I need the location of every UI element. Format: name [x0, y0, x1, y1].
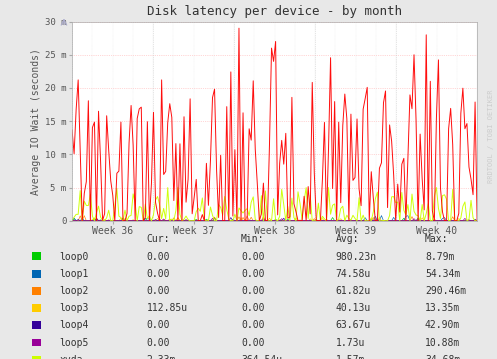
Text: 112.85u: 112.85u [147, 303, 188, 313]
Text: loop1: loop1 [60, 269, 89, 279]
Text: 980.23n: 980.23n [335, 252, 377, 262]
Text: 0.00: 0.00 [241, 338, 264, 348]
Text: 1.57m: 1.57m [335, 355, 365, 359]
Text: 0.00: 0.00 [147, 252, 170, 262]
Text: xvda: xvda [60, 355, 83, 359]
Text: 13.35m: 13.35m [425, 303, 460, 313]
Text: 2.33m: 2.33m [147, 355, 176, 359]
Text: 0.00: 0.00 [147, 269, 170, 279]
Text: 364.54u: 364.54u [241, 355, 282, 359]
Text: 1.73u: 1.73u [335, 338, 365, 348]
Text: 10.88m: 10.88m [425, 338, 460, 348]
Text: loop2: loop2 [60, 286, 89, 296]
Text: Cur:: Cur: [147, 234, 170, 244]
Text: 0.00: 0.00 [147, 321, 170, 331]
Text: 8.79m: 8.79m [425, 252, 454, 262]
Title: Disk latency per device - by month: Disk latency per device - by month [147, 5, 402, 18]
Text: Avg:: Avg: [335, 234, 359, 244]
Text: 0.00: 0.00 [241, 252, 264, 262]
Text: Min:: Min: [241, 234, 264, 244]
Text: 63.67u: 63.67u [335, 321, 371, 331]
Text: 34.68m: 34.68m [425, 355, 460, 359]
Text: 54.34m: 54.34m [425, 269, 460, 279]
Text: 74.58u: 74.58u [335, 269, 371, 279]
Text: loop5: loop5 [60, 338, 89, 348]
Text: 0.00: 0.00 [241, 269, 264, 279]
Text: 42.90m: 42.90m [425, 321, 460, 331]
Text: 40.13u: 40.13u [335, 303, 371, 313]
Text: 0.00: 0.00 [147, 286, 170, 296]
Text: loop3: loop3 [60, 303, 89, 313]
Text: 0.00: 0.00 [241, 321, 264, 331]
Text: 290.46m: 290.46m [425, 286, 466, 296]
Text: 61.82u: 61.82u [335, 286, 371, 296]
Text: 0.00: 0.00 [241, 303, 264, 313]
Y-axis label: Average IO Wait (seconds): Average IO Wait (seconds) [31, 48, 41, 195]
Text: 0.00: 0.00 [241, 286, 264, 296]
Text: 0.00: 0.00 [147, 338, 170, 348]
Text: Max:: Max: [425, 234, 448, 244]
Text: loop0: loop0 [60, 252, 89, 262]
Text: RRDTOOL / TOBI OETIKER: RRDTOOL / TOBI OETIKER [488, 90, 494, 183]
Text: loop4: loop4 [60, 321, 89, 331]
